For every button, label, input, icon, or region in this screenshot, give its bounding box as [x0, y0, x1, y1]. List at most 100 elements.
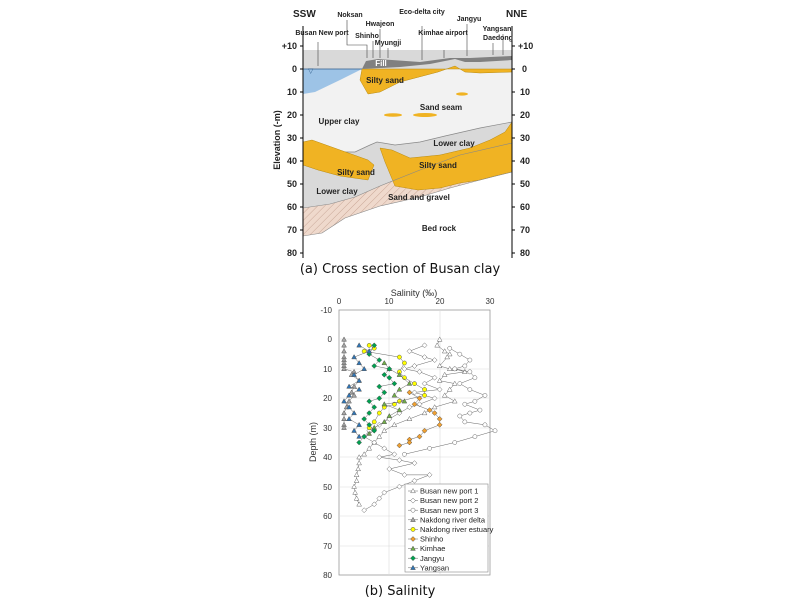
svg-text:60: 60: [323, 512, 332, 521]
series-yangsan: [341, 342, 373, 439]
svg-text:Upper clay: Upper clay: [319, 117, 360, 126]
cross-section-y-axis: +10 0 10 20 30 40 50 60 70 80 +10 0 10 2…: [272, 9, 533, 258]
svg-text:Sand and gravel: Sand and gravel: [388, 193, 450, 202]
svg-text:Silty sand: Silty sand: [366, 76, 404, 85]
svg-text:Kimhae: Kimhae: [420, 544, 445, 553]
svg-text:Hwajeon: Hwajeon: [366, 21, 395, 28]
x-tick-labels: 0 10 20 30: [337, 297, 495, 306]
x-axis-label: Salinity (‰): [391, 288, 438, 298]
svg-text:+10: +10: [282, 41, 297, 51]
y-tick-labels: -10 0 10 20 30 40 50 60 70 80: [320, 306, 332, 580]
svg-text:20: 20: [287, 110, 297, 120]
svg-text:Bed rock: Bed rock: [422, 224, 457, 233]
legend-item: Nakdong river delta: [408, 515, 486, 524]
legend-item: Busan new port 1: [408, 487, 478, 496]
svg-text:Shinho: Shinho: [355, 33, 379, 40]
svg-text:0: 0: [522, 64, 527, 74]
svg-text:Busan new port 1: Busan new port 1: [420, 487, 478, 496]
svg-text:Nakdong river estuary: Nakdong river estuary: [420, 525, 494, 534]
svg-text:50: 50: [520, 179, 530, 189]
svg-text:Yangsan: Yangsan: [420, 563, 449, 572]
svg-text:0: 0: [292, 64, 297, 74]
svg-text:30: 30: [323, 424, 332, 433]
figure-a-caption: (a) Cross section of Busan clay: [299, 262, 501, 277]
legend-item: Nakdong river estuary: [408, 525, 494, 534]
svg-text:Silty sand: Silty sand: [337, 168, 375, 177]
series-busan-new-port-2: [361, 342, 443, 514]
silty-sand-left: [302, 139, 375, 181]
svg-text:30: 30: [520, 133, 530, 143]
svg-text:Noksan: Noksan: [337, 12, 362, 19]
sand-seam: [456, 92, 468, 96]
legend-item: Yangsan: [408, 563, 449, 572]
svg-text:-10: -10: [320, 306, 332, 315]
svg-text:Sand seam: Sand seam: [420, 103, 462, 112]
direction-right: NNE: [506, 9, 527, 20]
legend-item: Shinho: [408, 535, 443, 544]
svg-text:Fill: Fill: [375, 59, 387, 68]
legend-item: Jangyu: [408, 554, 444, 563]
sand-seam: [413, 113, 437, 117]
figure-b-caption: (b) Salinity: [364, 584, 436, 599]
svg-text:20: 20: [323, 394, 332, 403]
layer-labels: Fill Silty sand Sand seam Upper clay Low…: [316, 59, 475, 233]
svg-text:Kimhae airport: Kimhae airport: [418, 30, 468, 37]
svg-text:50: 50: [287, 179, 297, 189]
series-shinho: [396, 389, 443, 449]
svg-text:Eco-delta city: Eco-delta city: [399, 9, 445, 16]
svg-text:70: 70: [323, 542, 332, 551]
water-area: [303, 69, 362, 94]
direction-left: SSW: [293, 9, 316, 20]
svg-text:70: 70: [287, 225, 297, 235]
y-axis-label: Elevation (-m): [272, 110, 282, 170]
lower-clay-right: [370, 122, 512, 154]
svg-text:Yangsan: Yangsan: [483, 26, 512, 33]
svg-text:Busan New port: Busan New port: [295, 30, 349, 37]
svg-text:30: 30: [287, 133, 297, 143]
series-busan-new-port-3: [402, 345, 498, 457]
y-axis-label: Depth (m): [308, 422, 318, 462]
svg-text:10: 10: [323, 365, 332, 374]
svg-text:Lower clay: Lower clay: [316, 187, 358, 196]
svg-text:+10: +10: [518, 41, 533, 51]
svg-text:0: 0: [328, 335, 333, 344]
data-series: [341, 336, 498, 514]
svg-text:20: 20: [436, 297, 445, 306]
series-jangyu: [356, 342, 398, 446]
sand-seam: [384, 113, 402, 117]
svg-text:10: 10: [520, 87, 530, 97]
svg-text:0: 0: [337, 297, 342, 306]
svg-text:20: 20: [520, 110, 530, 120]
svg-text:Lower clay: Lower clay: [433, 139, 475, 148]
svg-text:Daedong: Daedong: [483, 35, 513, 42]
cross-section-plot: ▽: [302, 26, 513, 258]
svg-text:60: 60: [520, 202, 530, 212]
legend-item: Kimhae: [408, 544, 445, 553]
svg-text:80: 80: [520, 248, 530, 258]
svg-text:30: 30: [486, 297, 495, 306]
svg-text:10: 10: [385, 297, 394, 306]
svg-text:Jangyu: Jangyu: [457, 16, 482, 23]
svg-text:40: 40: [287, 156, 297, 166]
svg-text:40: 40: [323, 453, 332, 462]
water-level-icon: ▽: [308, 68, 314, 75]
upper-clay-layer: [303, 69, 512, 152]
svg-text:70: 70: [520, 225, 530, 235]
svg-text:80: 80: [287, 248, 297, 258]
svg-text:80: 80: [323, 571, 332, 580]
svg-text:Myungji: Myungji: [375, 40, 401, 47]
series-busan-new-port-1: [351, 336, 468, 507]
svg-text:Busan new port 3: Busan new port 3: [420, 506, 478, 515]
legend-item: Busan new port 2: [408, 496, 478, 505]
svg-text:50: 50: [323, 483, 332, 492]
svg-text:Silty sand: Silty sand: [419, 161, 457, 170]
svg-text:Shinho: Shinho: [420, 535, 443, 544]
legend-item: Busan new port 3: [408, 506, 478, 515]
svg-text:Nakdong river delta: Nakdong river delta: [420, 515, 486, 524]
fill-layer: [362, 56, 512, 69]
location-labels: Busan New port Noksan Shinho Hwajeon Myu…: [295, 9, 513, 66]
svg-text:Busan new port 2: Busan new port 2: [420, 496, 478, 505]
svg-text:10: 10: [287, 87, 297, 97]
